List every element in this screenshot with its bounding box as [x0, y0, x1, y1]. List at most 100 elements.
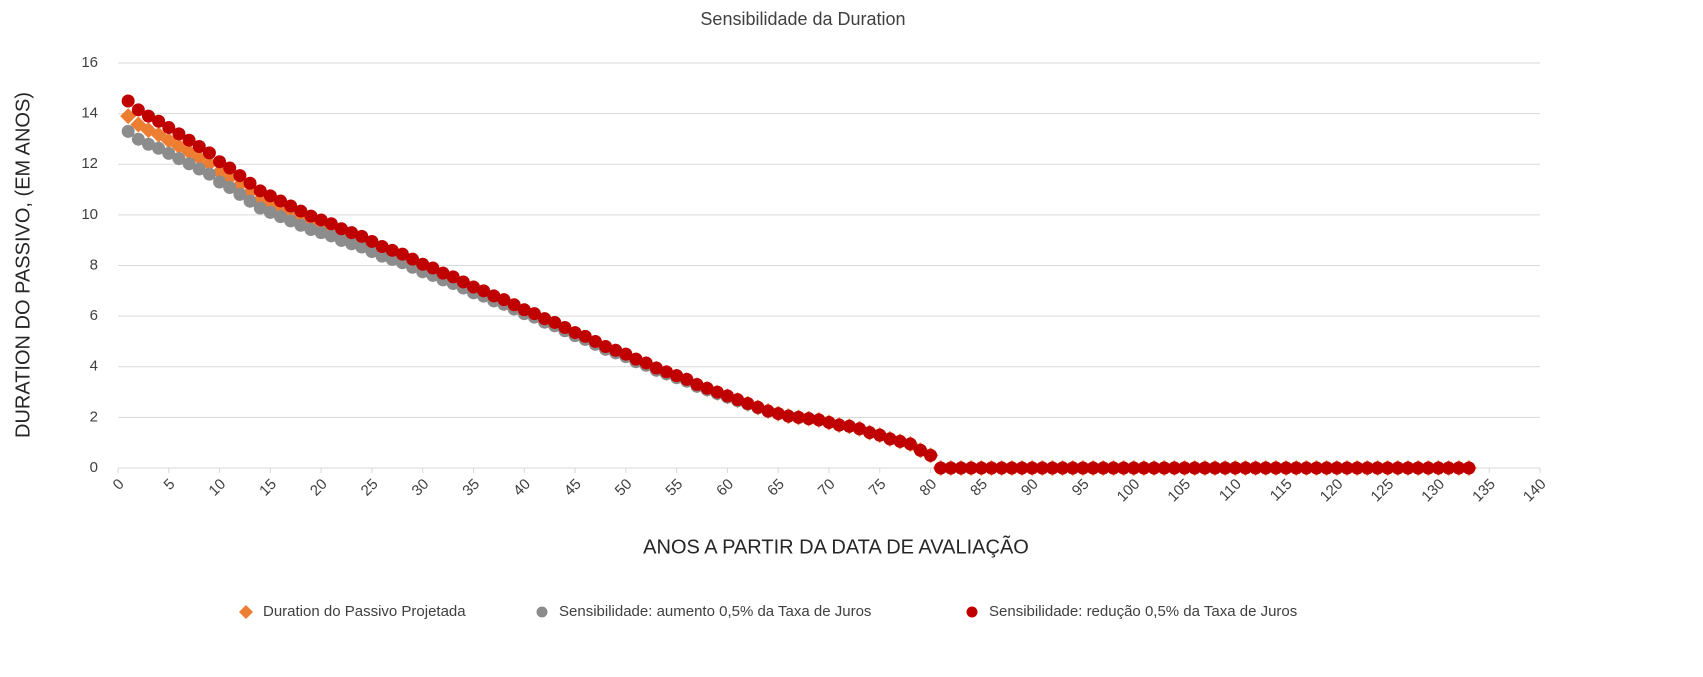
point: [1442, 461, 1456, 475]
point: [609, 343, 623, 357]
point: [263, 205, 277, 219]
point: [588, 334, 602, 348]
point: [1167, 461, 1181, 475]
legend-marker: [536, 606, 548, 618]
point: [1340, 461, 1354, 475]
point: [345, 237, 359, 251]
y-tick-label: 0: [90, 459, 98, 476]
point: [1289, 461, 1303, 475]
point: [233, 187, 247, 201]
point: [426, 261, 440, 275]
point: [629, 352, 643, 366]
point: [1076, 461, 1090, 475]
point: [863, 426, 877, 440]
x-tick-label: 80: [916, 476, 940, 500]
y-tick-label: 10: [81, 206, 98, 223]
x-tick-label: 75: [866, 476, 890, 500]
point: [568, 326, 582, 340]
point: [375, 249, 389, 263]
point: [314, 213, 328, 227]
point: [334, 222, 348, 236]
x-tick-label: 25: [358, 476, 382, 500]
point: [456, 275, 470, 289]
x-tick-label: 125: [1368, 476, 1398, 506]
x-tick-label: 65: [764, 476, 788, 500]
y-tick-label: 2: [90, 408, 98, 425]
point: [162, 146, 176, 160]
x-tick-label: 105: [1164, 476, 1194, 506]
point: [558, 321, 572, 335]
x-tick-label: 100: [1114, 476, 1144, 506]
point: [761, 404, 775, 418]
point: [416, 257, 430, 271]
point: [345, 226, 359, 240]
point: [1269, 461, 1283, 475]
point: [670, 369, 684, 383]
x-tick-label: 55: [662, 476, 686, 500]
point: [385, 243, 399, 257]
point: [467, 280, 480, 294]
point: [639, 356, 653, 370]
point: [192, 140, 206, 154]
point: [1360, 461, 1374, 475]
point: [223, 161, 237, 175]
point: [1188, 461, 1202, 475]
point: [1391, 461, 1405, 475]
point: [1137, 461, 1151, 475]
point: [284, 199, 298, 213]
point: [538, 312, 552, 326]
point: [507, 298, 521, 312]
point: [152, 114, 166, 128]
point: [771, 407, 785, 421]
x-tick-label: 20: [307, 476, 331, 500]
point: [1350, 461, 1364, 475]
point: [802, 412, 816, 426]
point: [334, 233, 348, 247]
x-tick-label: 0: [110, 476, 128, 494]
point: [985, 461, 999, 475]
point: [294, 204, 308, 218]
point: [720, 389, 734, 403]
point: [751, 400, 765, 414]
point: [599, 340, 613, 353]
point: [934, 461, 948, 475]
chart-title: Sensibilidade da Duration: [700, 9, 905, 29]
point: [141, 137, 155, 151]
point: [243, 194, 257, 208]
point: [690, 377, 704, 391]
legend-marker: [966, 606, 978, 618]
y-tick-label: 12: [81, 155, 98, 172]
x-tick-label: 70: [815, 476, 839, 500]
point: [314, 226, 328, 240]
point: [649, 361, 663, 375]
point: [355, 240, 369, 254]
x-axis-label: ANOS A PARTIR DA DATA DE AVALIAÇÃO: [643, 534, 1029, 558]
point: [274, 210, 288, 224]
point: [527, 307, 541, 321]
point: [253, 184, 267, 198]
x-tick-label: 10: [205, 476, 229, 500]
point: [406, 252, 420, 266]
point: [487, 289, 501, 303]
point: [1259, 461, 1273, 475]
point: [1005, 461, 1019, 475]
point: [832, 418, 846, 432]
x-tick-label: 85: [967, 476, 991, 500]
point: [913, 443, 927, 457]
point: [365, 234, 379, 248]
point: [1208, 461, 1222, 475]
point: [1096, 461, 1110, 475]
point: [365, 245, 379, 259]
point: [964, 461, 978, 475]
point: [1086, 461, 1100, 475]
point: [152, 141, 166, 155]
point: [1370, 461, 1384, 475]
point: [1431, 461, 1445, 475]
y-tick-label: 8: [90, 256, 98, 273]
x-tick-label: 130: [1418, 476, 1448, 506]
point: [304, 223, 318, 237]
point: [477, 284, 491, 298]
x-tick-label: 50: [612, 476, 636, 500]
point: [131, 132, 145, 146]
point: [893, 434, 907, 448]
